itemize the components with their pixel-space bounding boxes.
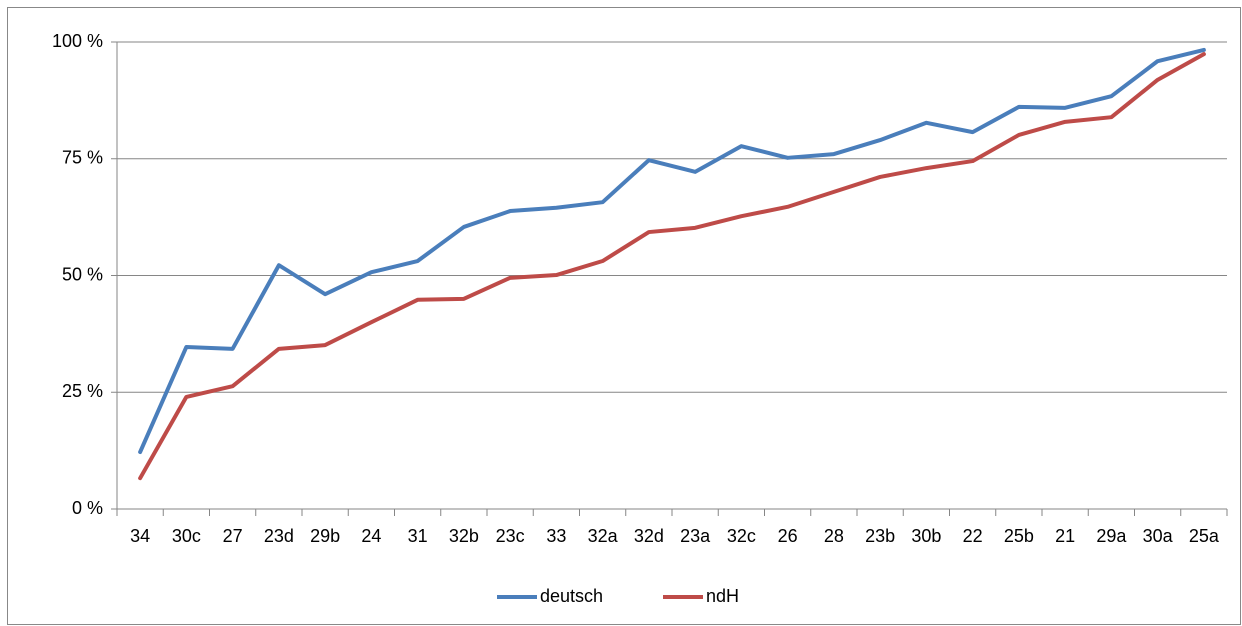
x-tick-label: 24 [361,526,381,546]
x-tick-label: 27 [223,526,243,546]
x-tick-label: 29b [310,526,340,546]
series-line [138,47,1206,455]
x-tick-label: 22 [963,526,983,546]
x-tick-label: 29a [1096,526,1127,546]
legend-label: ndH [706,586,739,606]
x-tick-label: 30c [172,526,201,546]
x-tick-label: 23d [264,526,294,546]
x-tick-label: 25a [1189,526,1220,546]
chart-border [7,7,1241,625]
y-tick-label: 50 % [62,264,103,284]
x-tick-label: 33 [546,526,566,546]
x-tick-label: 34 [130,526,150,546]
x-tick-label: 23b [865,526,895,546]
x-tick-label: 32d [634,526,664,546]
x-tick-label: 31 [408,526,428,546]
x-tick-label: 32b [449,526,479,546]
x-tick-label: 25b [1004,526,1034,546]
series-line [138,52,1206,481]
legend-label: deutsch [540,586,603,606]
x-tick-label: 28 [824,526,844,546]
y-tick-label: 0 % [72,498,103,518]
x-tick-label: 30b [911,526,941,546]
y-tick-label: 75 % [62,148,103,168]
x-tick-label: 21 [1055,526,1075,546]
x-tick-label: 32c [727,526,756,546]
x-tick-label: 32a [588,526,619,546]
x-tick-label: 30a [1143,526,1174,546]
y-tick-label: 100 % [52,31,103,51]
x-tick-label: 26 [778,526,798,546]
x-tick-label: 23c [496,526,525,546]
x-tick-label: 23a [680,526,711,546]
y-tick-label: 25 % [62,381,103,401]
